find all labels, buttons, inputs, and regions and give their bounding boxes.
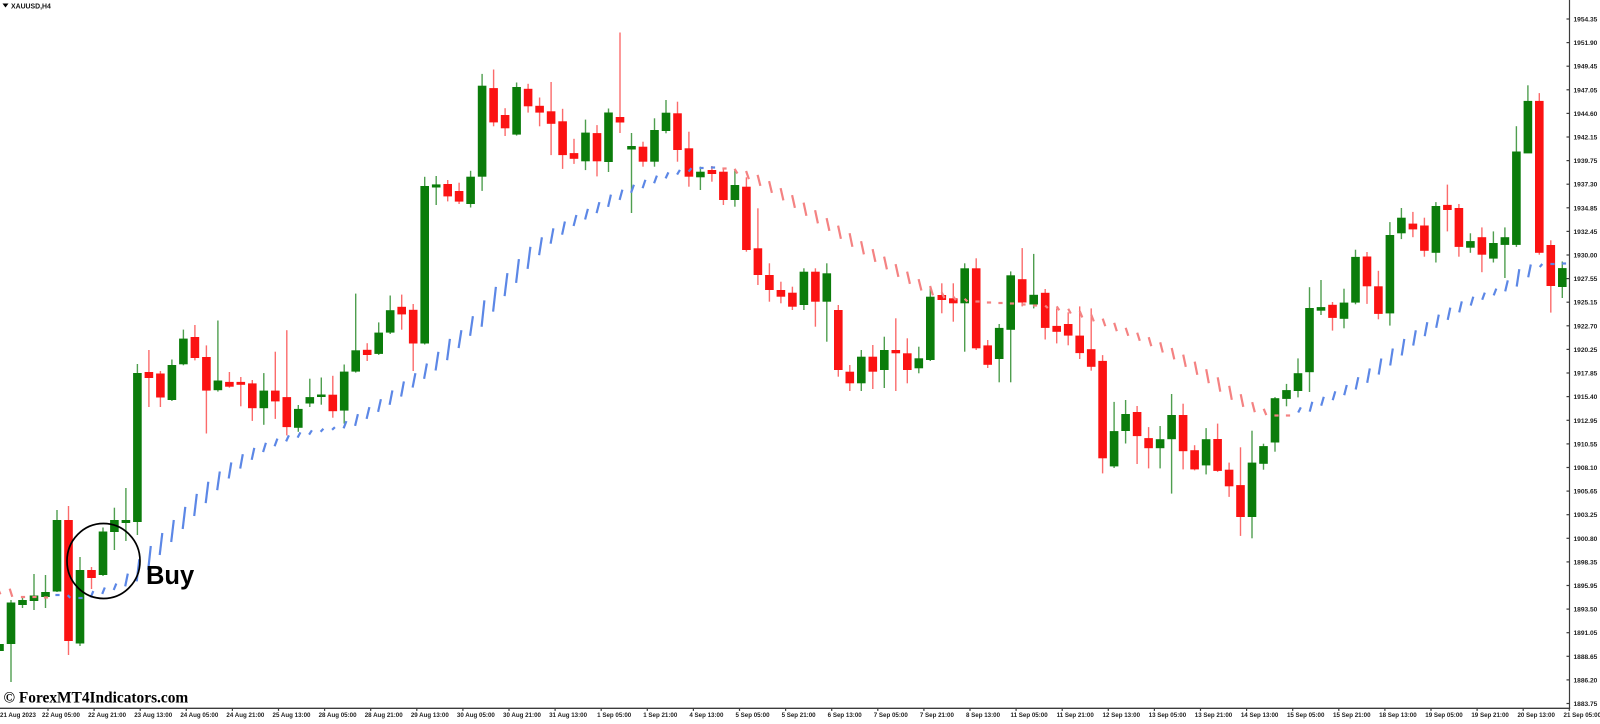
svg-text:15 Sep 05:00: 15 Sep 05:00 <box>1287 712 1325 719</box>
svg-text:5 Sep 21:00: 5 Sep 21:00 <box>782 712 817 719</box>
svg-text:21 Sep 05:00: 21 Sep 05:00 <box>1564 712 1600 719</box>
svg-text:22 Aug 05:00: 22 Aug 05:00 <box>42 712 81 719</box>
svg-text:1910.55: 1910.55 <box>1574 441 1598 448</box>
svg-text:1898.35: 1898.35 <box>1574 559 1598 566</box>
svg-text:7 Sep 21:00: 7 Sep 21:00 <box>920 712 955 719</box>
svg-text:1944.60: 1944.60 <box>1574 111 1598 118</box>
svg-text:1891.05: 1891.05 <box>1574 630 1598 637</box>
svg-text:1932.45: 1932.45 <box>1574 229 1598 236</box>
svg-text:1912.95: 1912.95 <box>1574 418 1598 425</box>
svg-text:1942.15: 1942.15 <box>1574 135 1598 142</box>
svg-text:1939.75: 1939.75 <box>1574 158 1598 165</box>
svg-text:18 Sep 13:00: 18 Sep 13:00 <box>1379 712 1417 719</box>
svg-text:20 Sep 13:00: 20 Sep 13:00 <box>1517 712 1555 719</box>
svg-text:24 Aug 21:00: 24 Aug 21:00 <box>226 712 265 719</box>
svg-text:19 Sep 05:00: 19 Sep 05:00 <box>1425 712 1463 719</box>
svg-text:28 Aug 05:00: 28 Aug 05:00 <box>319 712 358 719</box>
svg-text:12 Sep 13:00: 12 Sep 13:00 <box>1103 712 1141 719</box>
svg-text:22 Aug 21:00: 22 Aug 21:00 <box>88 712 127 719</box>
svg-text:11 Sep 05:00: 11 Sep 05:00 <box>1011 712 1049 719</box>
svg-text:31 Aug 13:00: 31 Aug 13:00 <box>549 712 588 719</box>
svg-text:19 Sep 21:00: 19 Sep 21:00 <box>1471 712 1509 719</box>
svg-text:Buy: Buy <box>146 562 195 590</box>
svg-text:11 Sep 21:00: 11 Sep 21:00 <box>1057 712 1095 719</box>
svg-text:1951.90: 1951.90 <box>1574 40 1598 47</box>
svg-text:30 Aug 21:00: 30 Aug 21:00 <box>503 712 542 719</box>
svg-text:1888.65: 1888.65 <box>1574 654 1598 661</box>
svg-text:7 Sep 05:00: 7 Sep 05:00 <box>874 712 909 719</box>
svg-text:4 Sep 13:00: 4 Sep 13:00 <box>689 712 724 719</box>
svg-text:1905.65: 1905.65 <box>1574 489 1598 496</box>
svg-text:23 Aug 13:00: 23 Aug 13:00 <box>134 712 173 719</box>
svg-text:29 Aug 13:00: 29 Aug 13:00 <box>411 712 450 719</box>
svg-text:8 Sep 13:00: 8 Sep 13:00 <box>966 712 1001 719</box>
svg-text:14 Sep 13:00: 14 Sep 13:00 <box>1241 712 1279 719</box>
svg-text:6 Sep 13:00: 6 Sep 13:00 <box>828 712 863 719</box>
svg-text:1917.85: 1917.85 <box>1574 371 1598 378</box>
svg-text:1 Sep 05:00: 1 Sep 05:00 <box>597 712 632 719</box>
svg-text:1915.40: 1915.40 <box>1574 394 1598 401</box>
svg-text:1937.30: 1937.30 <box>1574 182 1598 189</box>
svg-text:1903.25: 1903.25 <box>1574 512 1598 519</box>
svg-text:15 Sep 21:00: 15 Sep 21:00 <box>1333 712 1371 719</box>
svg-text:24 Aug 05:00: 24 Aug 05:00 <box>180 712 219 719</box>
svg-text:1900.80: 1900.80 <box>1574 536 1598 543</box>
svg-text:21 Aug 2023: 21 Aug 2023 <box>0 712 36 719</box>
svg-text:30 Aug 05:00: 30 Aug 05:00 <box>457 712 496 719</box>
svg-text:1886.20: 1886.20 <box>1574 677 1598 684</box>
svg-text:1925.15: 1925.15 <box>1574 300 1598 307</box>
svg-text:1895.95: 1895.95 <box>1574 583 1598 590</box>
svg-text:1 Sep 21:00: 1 Sep 21:00 <box>643 712 678 719</box>
svg-text:25 Aug 13:00: 25 Aug 13:00 <box>273 712 312 719</box>
svg-text:28 Aug 21:00: 28 Aug 21:00 <box>365 712 404 719</box>
svg-text:1883.75: 1883.75 <box>1574 701 1598 708</box>
svg-text:1930.00: 1930.00 <box>1574 253 1598 260</box>
svg-text:1893.50: 1893.50 <box>1574 607 1598 614</box>
svg-text:1908.10: 1908.10 <box>1574 465 1598 472</box>
svg-text:1934.85: 1934.85 <box>1574 205 1598 212</box>
svg-text:1947.05: 1947.05 <box>1574 87 1598 94</box>
svg-text:1927.55: 1927.55 <box>1574 276 1598 283</box>
svg-text:1922.70: 1922.70 <box>1574 323 1598 330</box>
svg-text:1949.45: 1949.45 <box>1574 64 1598 71</box>
svg-text:© ForexMT4Indicators.com: © ForexMT4Indicators.com <box>4 690 189 707</box>
svg-text:5 Sep 05:00: 5 Sep 05:00 <box>735 712 770 719</box>
svg-text:XAUUSD,H4: XAUUSD,H4 <box>11 3 51 10</box>
svg-text:13 Sep 05:00: 13 Sep 05:00 <box>1149 712 1187 719</box>
svg-text:1954.35: 1954.35 <box>1574 17 1598 24</box>
svg-text:1920.25: 1920.25 <box>1574 347 1598 354</box>
svg-text:13 Sep 21:00: 13 Sep 21:00 <box>1195 712 1233 719</box>
